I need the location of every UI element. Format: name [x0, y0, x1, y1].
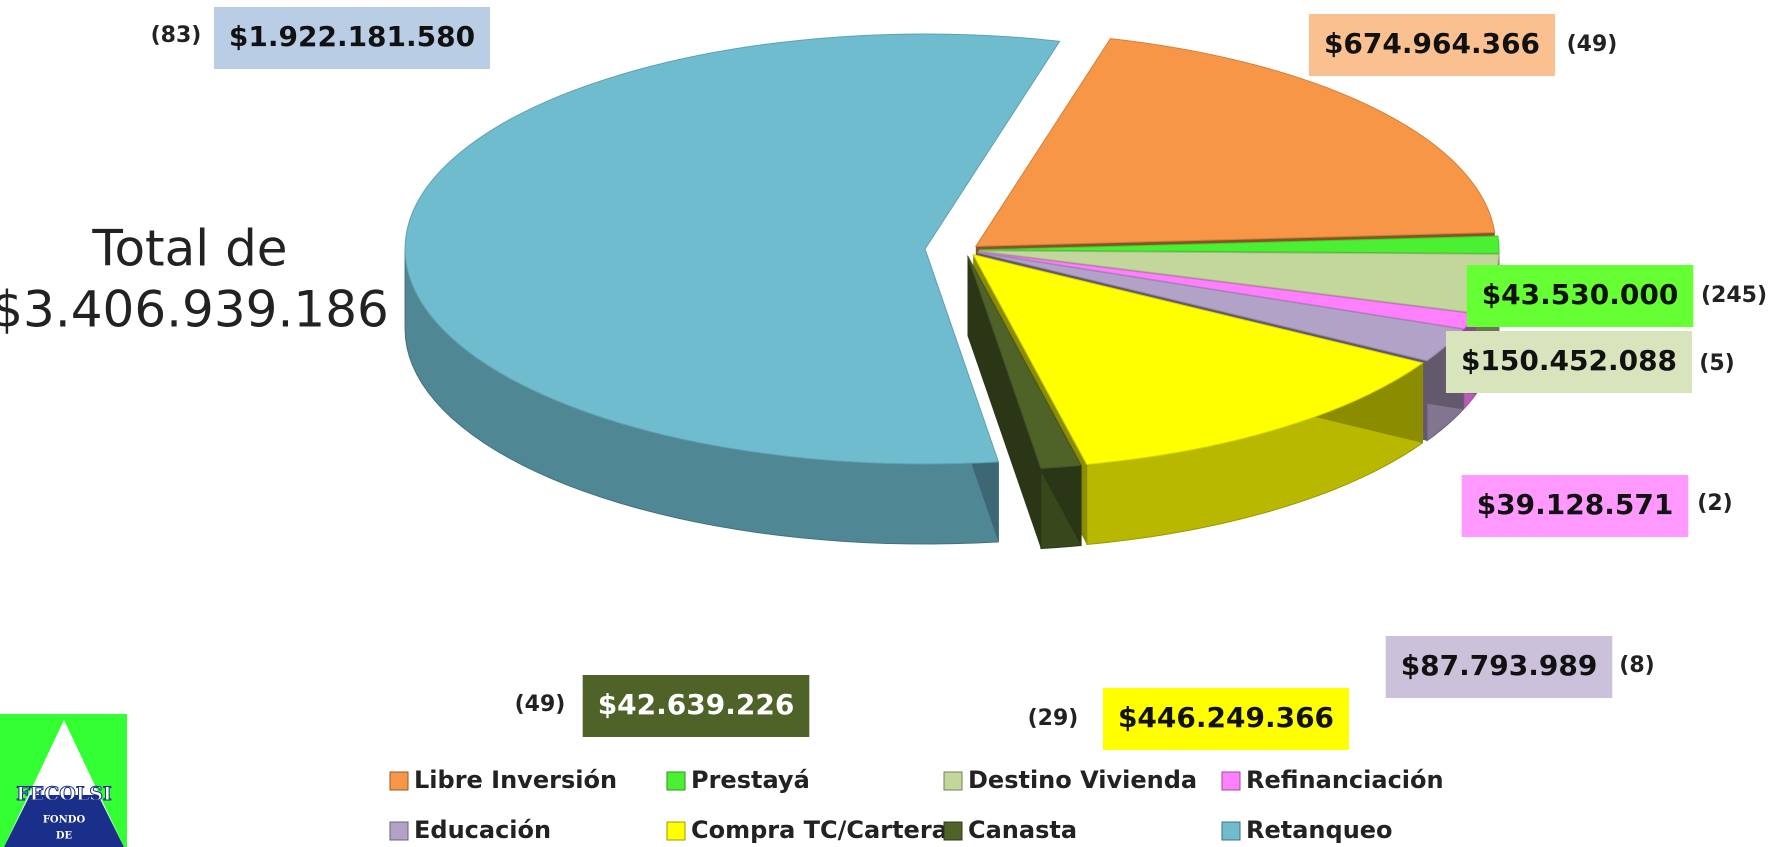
legend-swatch: [943, 821, 963, 841]
logo-band: [4, 795, 124, 847]
count-label: (5): [1699, 351, 1734, 376]
data-label-box: [1102, 688, 1350, 750]
legend-label: Refinanciación: [1246, 766, 1444, 794]
data-label-text: $150.452.088: [1461, 344, 1677, 377]
legend-swatch: [1221, 821, 1241, 841]
count-label: (83): [151, 23, 202, 48]
legend-swatch: [943, 771, 963, 791]
data-label: $446.249.366: [1102, 688, 1350, 750]
logo-text: FONDO: [43, 815, 86, 826]
data-label: $43.530.000: [1466, 265, 1694, 327]
count-label: (49): [515, 692, 566, 717]
logo-text: DE: [56, 831, 73, 842]
count-label: (8): [1619, 653, 1654, 678]
data-label-text: $42.639.226: [598, 688, 795, 721]
pie-slice: [974, 38, 1496, 247]
data-label: $42.639.226: [582, 675, 810, 737]
data-label: $674.964.366: [1308, 14, 1556, 76]
data-label-text: $1.922.181.580: [229, 20, 475, 53]
data-label-box: [1466, 265, 1694, 327]
pie-tops: [404, 33, 1500, 470]
count-label: (245): [1701, 283, 1767, 308]
count-label: (2): [1697, 491, 1732, 516]
pie-slice: [978, 235, 1500, 254]
legend-label: Educación: [414, 816, 551, 844]
data-label-text: $87.793.989: [1401, 649, 1598, 682]
data-label: $1.922.181.580: [213, 7, 491, 69]
data-label-text: $43.530.000: [1482, 278, 1679, 311]
count-label: (49): [1567, 32, 1618, 57]
data-label-box: [1385, 636, 1613, 698]
data-label-box: [1445, 331, 1693, 393]
pie-slice: [972, 253, 1424, 466]
data-label-box: [1308, 14, 1556, 76]
data-label-text: $39.128.571: [1477, 488, 1674, 521]
pie-wall: [967, 255, 1041, 549]
pie-slice: [404, 33, 1061, 465]
data-label-box: [582, 675, 810, 737]
legend-label: Libre Inversión: [414, 766, 617, 794]
legend-swatch: [1221, 771, 1241, 791]
data-label-box: [1461, 475, 1689, 537]
legend-swatch: [666, 821, 686, 841]
legend-label: Retanqueo: [1246, 816, 1393, 844]
total-label: Total de: [91, 220, 287, 278]
pie-slice: [967, 255, 1082, 470]
legend-label: Destino Vivienda: [968, 766, 1197, 794]
legend-swatch: [389, 821, 409, 841]
logo-text: FECOLSI: [16, 783, 112, 805]
legend-label: Canasta: [968, 816, 1077, 844]
data-label-text: $446.249.366: [1118, 701, 1334, 734]
legend-label: Compra TC/Cartera: [691, 816, 948, 844]
legend-swatch: [666, 771, 686, 791]
legend-swatch: [389, 771, 409, 791]
data-label: $39.128.571: [1461, 475, 1689, 537]
data-label-box: [213, 7, 491, 69]
logo: FECOLSI FONDO DE: [0, 714, 127, 847]
data-label: $150.452.088: [1445, 331, 1693, 393]
data-label: $87.793.989: [1385, 636, 1613, 698]
total-value: $3.406.939.186: [0, 281, 389, 339]
count-label: (29): [1028, 706, 1079, 731]
legend-label: Prestayá: [691, 766, 810, 794]
data-label-text: $674.964.366: [1324, 27, 1540, 60]
